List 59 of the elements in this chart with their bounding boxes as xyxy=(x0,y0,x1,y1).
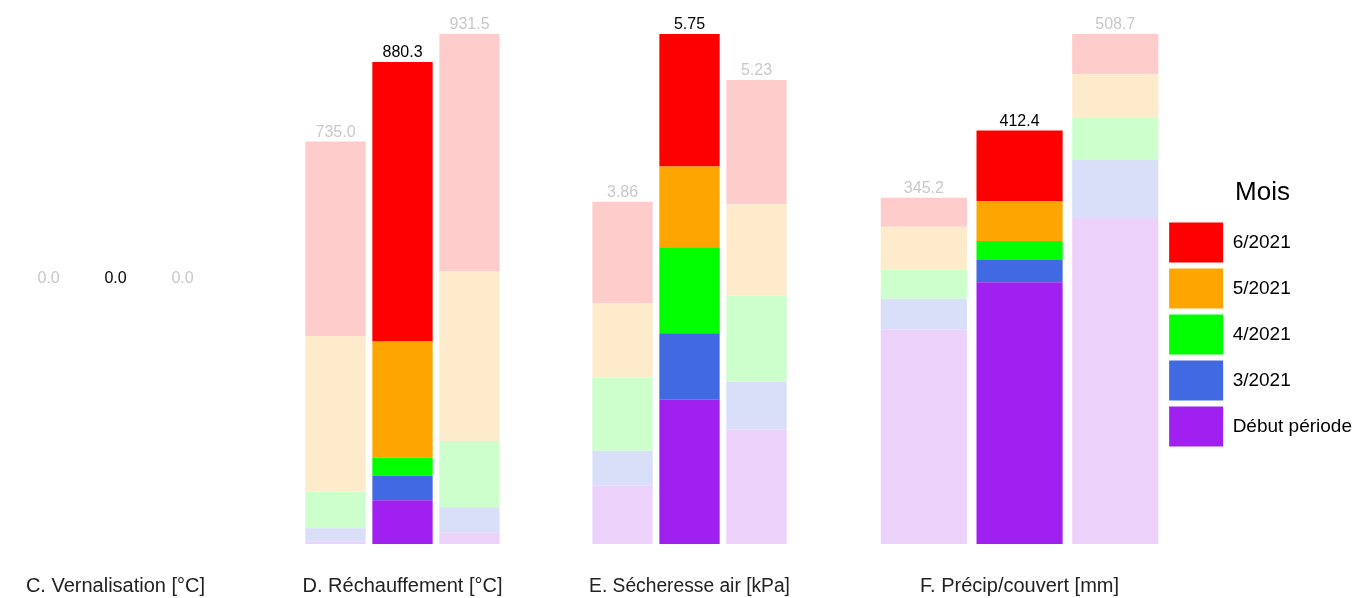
bar xyxy=(659,34,720,167)
data-label: 0.0 xyxy=(104,269,127,287)
bar xyxy=(976,130,1063,202)
bar xyxy=(372,500,433,544)
bar xyxy=(880,269,967,299)
bar xyxy=(592,450,653,486)
bar xyxy=(726,381,787,430)
bar xyxy=(659,399,720,544)
bar xyxy=(880,298,967,330)
bar xyxy=(880,197,967,227)
bar xyxy=(1072,34,1159,75)
bar xyxy=(592,303,653,378)
legend-label: Début période xyxy=(1232,414,1353,436)
bar xyxy=(439,34,500,272)
bar xyxy=(305,528,366,542)
bar xyxy=(976,282,1063,544)
bar xyxy=(976,259,1063,283)
bar xyxy=(1072,159,1159,219)
bar xyxy=(592,485,653,544)
x-axis-title: D. Réchauffement [°C] xyxy=(302,573,503,596)
bar xyxy=(372,62,433,342)
bar xyxy=(976,201,1063,242)
legend-title: Mois xyxy=(1235,175,1291,206)
bar xyxy=(1072,218,1159,544)
bar xyxy=(372,475,433,501)
bar xyxy=(726,204,787,296)
legend-label: 5/2021 xyxy=(1232,276,1291,298)
bar xyxy=(439,271,500,441)
x-axis-title: F. Précip/couvert [mm] xyxy=(920,573,1120,596)
bar xyxy=(659,247,720,334)
bar xyxy=(592,201,653,304)
legend-label: 4/2021 xyxy=(1232,322,1291,344)
annotation: 880.3 xyxy=(382,43,423,61)
bar xyxy=(659,333,720,400)
bar xyxy=(726,79,787,205)
bar xyxy=(976,241,1063,260)
bar xyxy=(305,141,366,336)
legend-label: 6/2021 xyxy=(1232,230,1291,252)
x-axis-title: E. Sécheresse air [kPa] xyxy=(589,573,790,596)
legend-label: 3/2021 xyxy=(1232,368,1291,390)
bar xyxy=(305,491,366,529)
bar xyxy=(1072,74,1159,118)
bar xyxy=(439,532,500,544)
bar xyxy=(726,429,787,544)
annotation: 412.4 xyxy=(999,111,1040,129)
bar xyxy=(592,377,653,451)
bar xyxy=(372,457,433,476)
annotation: 5.75 xyxy=(673,15,706,33)
bar xyxy=(305,335,366,492)
bar xyxy=(880,226,967,270)
bar xyxy=(726,295,787,382)
bar xyxy=(439,507,500,533)
bar xyxy=(659,166,720,248)
bar xyxy=(880,329,967,544)
bar xyxy=(1072,117,1159,160)
bar xyxy=(439,440,500,508)
bar xyxy=(305,541,366,544)
bar xyxy=(372,341,433,458)
text: C. Vernalisation [°C] xyxy=(25,573,206,596)
